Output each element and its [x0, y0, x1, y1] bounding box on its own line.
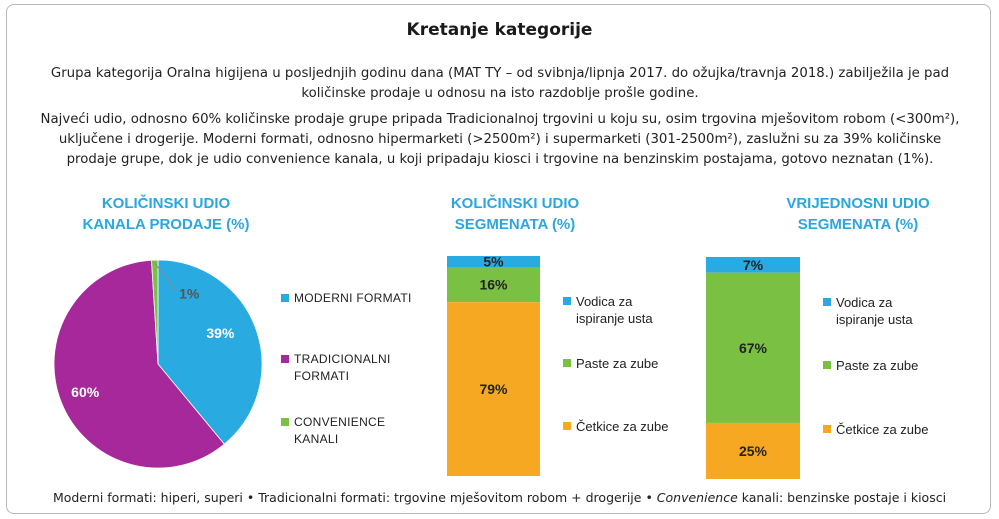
pie-slice-convenience-kanali	[151, 259, 159, 365]
legend-swatch-paste-1	[563, 359, 571, 367]
bar-segment-paste-za-zube	[706, 272, 800, 423]
bar-data-label-vodica-za-ispiranje-usta: 7%	[743, 257, 764, 273]
volume-stacked-bar: 5% 16% 79%	[447, 254, 540, 476]
pie-chart-title-line1: KOLIČINSKI UDIO	[101, 195, 231, 212]
bar-data-label-etkice-za-zube: 25%	[739, 443, 768, 459]
pie-data-label-moderni-formati: 39%	[206, 325, 235, 341]
bar-segment-paste-za-zube	[447, 267, 540, 303]
legend-swatch-cetkice-2	[823, 425, 831, 433]
pie-leader-line	[154, 262, 176, 290]
value-bar-title: VRIJEDNOSNI UDIO SEGMENATA (%)	[748, 193, 968, 235]
volume-bar-title-line1: KOLIČINSKI UDIO	[450, 195, 580, 212]
volume-bar-title-line2: SEGMENATA (%)	[454, 216, 576, 233]
legend-item-cetkice-2: Četkice za zube	[823, 421, 929, 438]
bar-data-label-vodica-za-ispiranje-usta: 5%	[483, 254, 504, 270]
legend-label-vodica-1a: Vodica za	[576, 294, 633, 309]
legend-label-vodica-2b: ispiranje usta	[836, 312, 913, 327]
bar-data-label-paste-za-zube: 67%	[739, 340, 768, 356]
bar-segment-vodica-za-ispiranje-usta	[447, 256, 540, 267]
bar-segment-etkice-za-zube	[447, 302, 540, 476]
pie-chart-title: KOLIČINSKI UDIO KANALA PRODAJE (%)	[46, 193, 286, 235]
value-bar-title-line1: VRIJEDNOSNI UDIO	[786, 195, 930, 212]
legend-item-tradicionalni: TRADICIONALNI FORMATI	[281, 351, 391, 385]
value-stacked-bar: 7% 67% 25%	[706, 257, 800, 479]
legend-swatch-paste-2	[823, 361, 831, 369]
pie-chart: 39% 60% 1%	[53, 259, 263, 469]
legend-item-moderni: MODERNI FORMATI	[281, 290, 412, 307]
legend-item-cetkice-1: Četkice za zube	[563, 418, 669, 435]
value-bar-title-line2: SEGMENATA (%)	[797, 216, 919, 233]
bar-data-label-etkice-za-zube: 79%	[479, 381, 508, 397]
legend-item-vodica-2: Vodica za ispiranje usta	[823, 294, 913, 328]
footer-part2: Convenience	[656, 490, 738, 505]
bar-segment-vodica-za-ispiranje-usta	[706, 257, 800, 273]
legend-swatch-vodica-1	[563, 297, 571, 305]
legend-swatch-cetkice-1	[563, 422, 571, 430]
footer-note: Moderni formati: hiperi, superi • Tradic…	[0, 490, 999, 505]
legend-label-vodica-2a: Vodica za	[836, 295, 893, 310]
legend-label-vodica-1b: ispiranje usta	[576, 311, 653, 326]
volume-bar-title: KOLIČINSKI UDIO SEGMENATA (%)	[420, 193, 610, 235]
infographic-frame	[6, 4, 991, 514]
legend-label-paste-1: Paste za zube	[576, 356, 659, 371]
legend-swatch-moderni	[281, 294, 289, 302]
legend-item-vodica-1: Vodica za ispiranje usta	[563, 293, 653, 327]
detail-paragraph: Najveći udio, odnosno 60% količinske pro…	[40, 112, 960, 167]
legend-label-convenience-1: CONVENIENCE	[294, 415, 386, 429]
page-title: Kretanje kategorije	[406, 20, 593, 40]
legend-item-paste-1: Paste za zube	[563, 355, 658, 372]
legend-item-paste-2: Paste za zube	[823, 357, 918, 374]
legend-label-paste-2: Paste za zube	[836, 358, 919, 373]
legend-swatch-convenience	[281, 418, 289, 426]
pie-chart-title-line2: KANALA PRODAJE (%)	[82, 216, 250, 233]
legend-label-tradicionalni-1: TRADICIONALNI	[294, 352, 391, 366]
legend-label-cetkice-1: Četkice za zube	[576, 419, 669, 434]
legend-label-moderni: MODERNI FORMATI	[294, 291, 412, 305]
bar-data-label-paste-za-zube: 16%	[479, 277, 508, 293]
legend-label-convenience-2: KANALI	[294, 432, 339, 446]
pie-data-label-tradicionalni-formati: 60%	[71, 384, 100, 400]
footer-part3: kanali: benzinske postaje i kiosci	[737, 490, 947, 505]
legend-label-tradicionalni-2: FORMATI	[294, 369, 350, 383]
pie-slice-tradicionalni-formati	[53, 259, 225, 469]
legend-label-cetkice-2: Četkice za zube	[836, 422, 929, 437]
legend-item-convenience: CONVENIENCE KANALI	[281, 414, 385, 448]
bar-segment-etkice-za-zube	[706, 422, 800, 479]
intro-paragraph: Grupa kategorija Oralna higijena u poslj…	[50, 66, 950, 101]
legend-swatch-vodica-2	[823, 298, 831, 306]
footer-part1: Moderni formati: hiperi, superi • Tradic…	[52, 490, 657, 505]
legend-swatch-tradicionalni	[281, 355, 289, 363]
pie-data-label-convenience-kanali: 1%	[179, 285, 200, 301]
pie-slice-moderni-formati	[157, 259, 263, 445]
